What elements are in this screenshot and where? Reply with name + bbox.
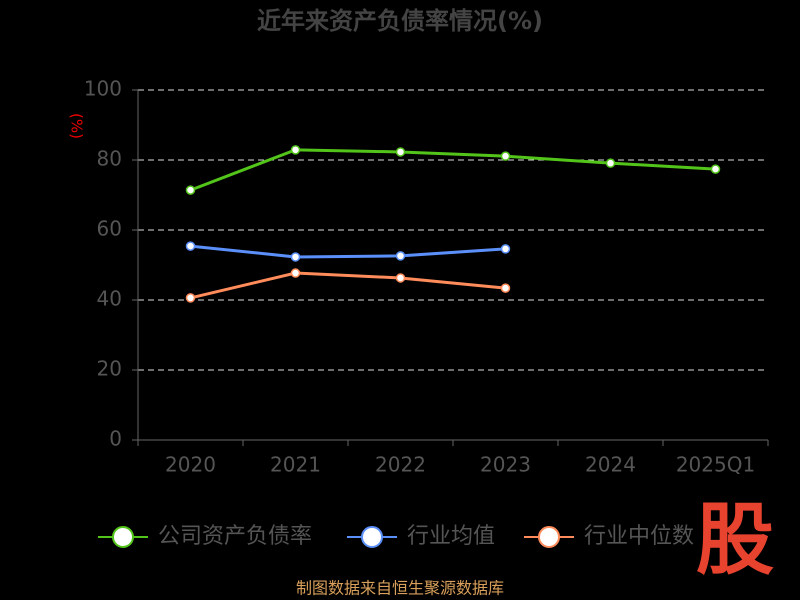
y-tick-label: 60 [97, 217, 122, 241]
y-axis-label: (%) [68, 113, 86, 139]
data-point [290, 252, 301, 262]
y-tick-label: 0 [109, 427, 122, 451]
data-point [185, 293, 196, 303]
series-line [190, 244, 506, 259]
data-point [395, 273, 406, 283]
legend-marker [361, 526, 383, 548]
data-point [500, 151, 511, 161]
legend-marker [538, 526, 560, 548]
source-note: 制图数据来自恒生聚源数据库 [296, 579, 504, 598]
series-line [190, 271, 506, 300]
x-tick-label: 2025Q1 [676, 453, 755, 477]
y-tick-label: 100 [84, 77, 122, 101]
y-tick-label: 40 [97, 287, 122, 311]
data-point [395, 251, 406, 261]
legend-marker [112, 526, 134, 548]
data-point [290, 268, 301, 278]
data-point [290, 145, 301, 155]
x-tick-label: 2023 [480, 453, 531, 477]
data-point [710, 164, 721, 174]
legend-label: 公司资产负债率 [158, 524, 312, 549]
legend-label: 行业均值 [407, 524, 495, 549]
data-point [185, 185, 196, 195]
logo: 股 [696, 495, 774, 585]
legend-label: 行业中位数 [584, 524, 694, 549]
data-point [395, 147, 406, 157]
series-line [189, 148, 716, 192]
data-point [185, 241, 196, 251]
chart-title: 近年来资产负债率情况(%) [257, 7, 543, 35]
data-point [500, 283, 511, 293]
x-tick-label: 2020 [165, 453, 216, 477]
y-tick-label: 20 [97, 357, 122, 381]
x-tick-label: 2021 [270, 453, 321, 477]
x-tick-label: 2024 [585, 453, 636, 477]
x-tick-label: 2022 [375, 453, 426, 477]
data-point [605, 158, 616, 168]
data-point [500, 244, 511, 254]
y-tick-label: 80 [97, 147, 122, 171]
